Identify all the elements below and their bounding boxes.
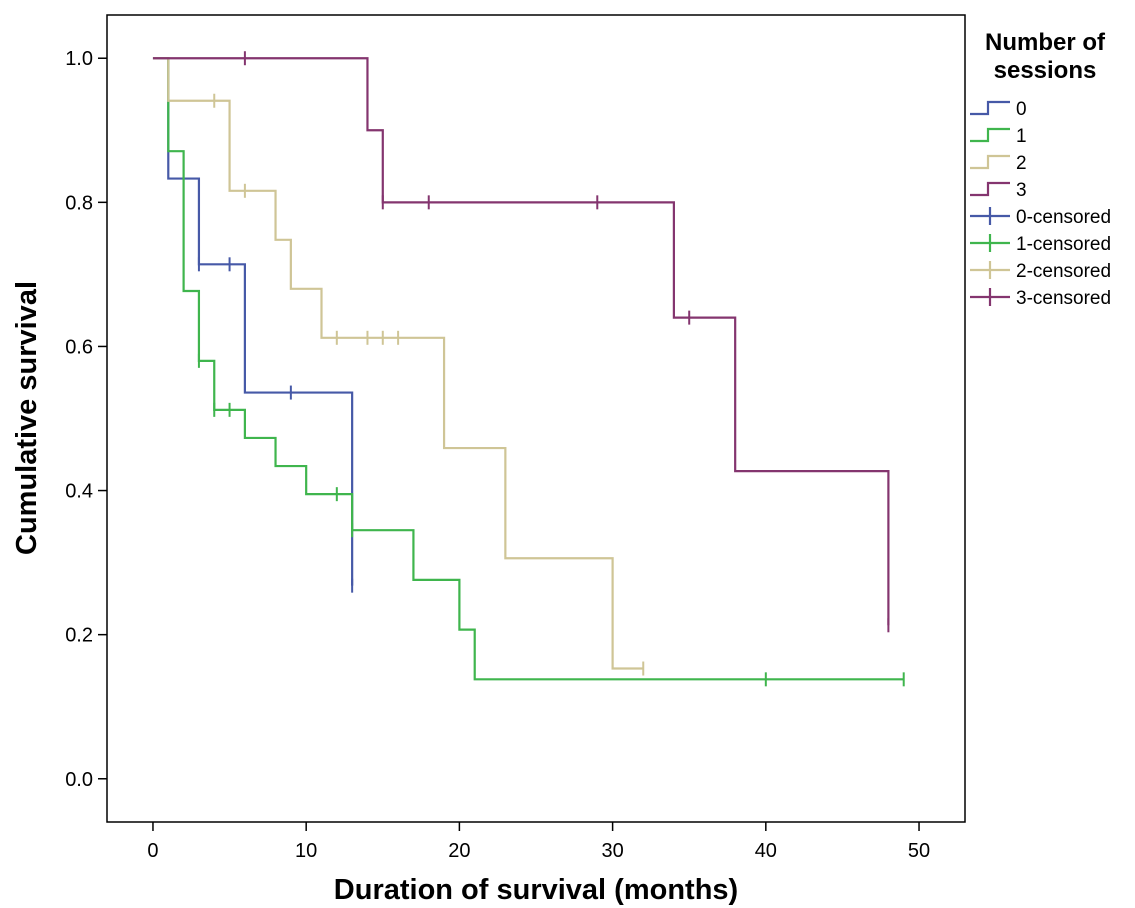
y-tick-label: 0.4 — [65, 481, 93, 503]
legend: Number of sessions 0 1 2 3 0-censored 1-censo… — [970, 29, 1111, 309]
y-tick-label: 0.6 — [65, 336, 93, 358]
x-tick-label: 20 — [448, 840, 470, 862]
legend-swatch-0 — [970, 100, 1010, 116]
survival-curves — [152, 51, 905, 687]
x-axis-title: Duration of survival (months) — [334, 874, 738, 906]
y-tick-label: 1.0 — [65, 48, 93, 70]
legend-label-2-censored: 2-censored — [1016, 261, 1111, 282]
x-tick-label: 30 — [601, 840, 623, 862]
legend-swatch-1 — [970, 127, 1010, 143]
legend-label-1: 1 — [1016, 126, 1027, 147]
legend-swatch-2 — [970, 154, 1010, 170]
legend-label-1-censored: 1-censored — [1016, 234, 1111, 255]
legend-label-2: 2 — [1016, 153, 1027, 174]
axes: 0 10 20 30 40 50 0.0 0.2 0.4 0.6 0.8 1.0 — [65, 48, 930, 862]
y-axis-title: Cumulative survival — [11, 281, 43, 555]
plot-frame — [106, 14, 966, 823]
x-tick-label: 10 — [295, 840, 317, 862]
y-tick-label: 0.0 — [65, 769, 93, 791]
legend-label-0-censored: 0-censored — [1016, 207, 1111, 228]
legend-label-3-censored: 3-censored — [1016, 288, 1111, 309]
legend-label-0: 0 — [1016, 99, 1027, 120]
survival-curve-1 — [152, 57, 904, 681]
x-tick-label: 0 — [147, 840, 158, 862]
legend-label-3: 3 — [1016, 180, 1027, 201]
y-tick-label: 0.2 — [65, 625, 93, 647]
legend-items: 0 1 2 3 0-censored 1-censored 2-censored 3-cens… — [970, 99, 1111, 309]
y-tick-label: 0.8 — [65, 192, 93, 214]
legend-swatch-3 — [970, 181, 1010, 197]
legend-title-line-2: sessions — [994, 57, 1097, 84]
survival-curve-3 — [152, 57, 890, 626]
x-tick-label: 50 — [908, 840, 930, 862]
survival-curve-2 — [152, 57, 644, 670]
legend-title-line-1: Number of — [985, 29, 1106, 56]
x-tick-label: 40 — [755, 840, 777, 862]
